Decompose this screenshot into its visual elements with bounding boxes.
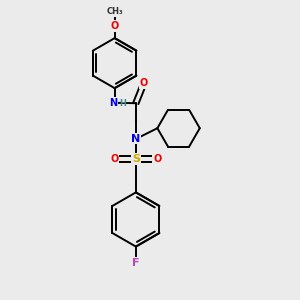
Text: N: N (131, 134, 140, 143)
Text: O: O (140, 79, 148, 88)
Text: H: H (119, 99, 126, 108)
Text: O: O (110, 21, 119, 31)
Text: O: O (153, 154, 161, 164)
Text: S: S (132, 154, 140, 164)
Text: CH₃: CH₃ (106, 7, 123, 16)
Text: F: F (132, 258, 140, 268)
Text: N: N (109, 98, 117, 108)
Text: O: O (110, 154, 118, 164)
